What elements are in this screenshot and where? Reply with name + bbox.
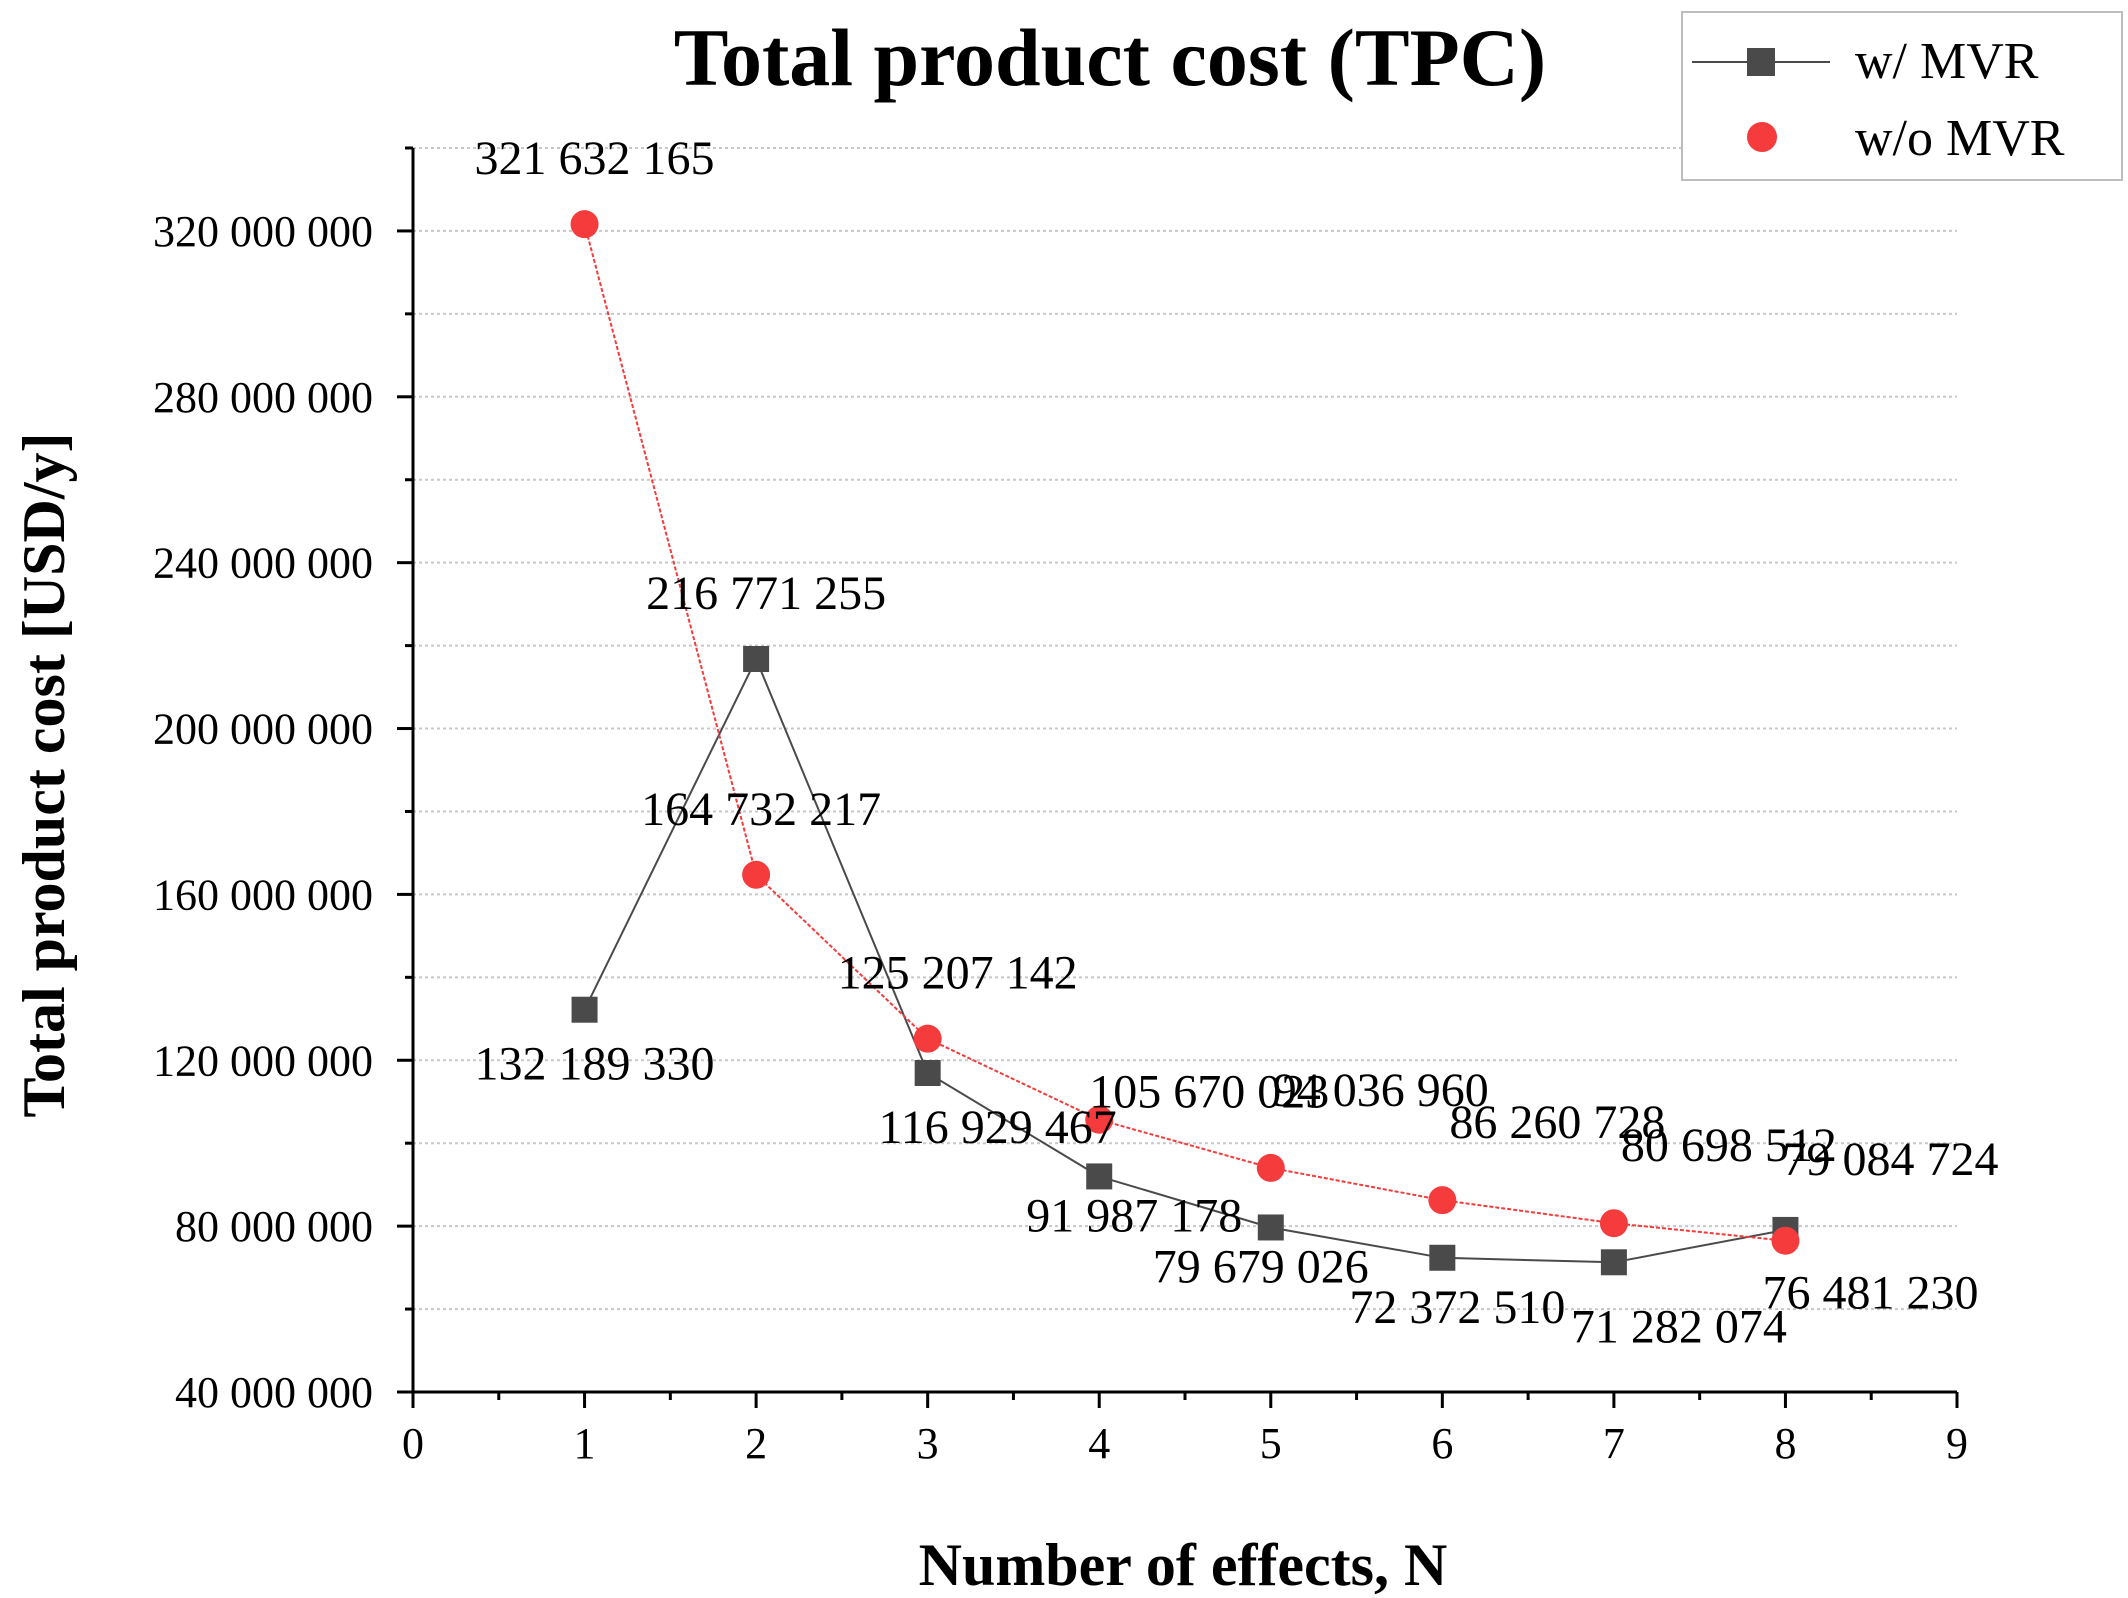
data-label: 321 632 165 <box>475 132 715 185</box>
legend-marker-circle <box>1747 122 1777 152</box>
y-tick-label: 40 000 000 <box>175 1368 373 1417</box>
data-point-circle <box>1428 1186 1457 1215</box>
data-label: 71 282 074 <box>1571 1300 1787 1353</box>
data-label: 86 260 728 <box>1449 1096 1665 1149</box>
data-labels: 132 189 330 216 771 255 116 929 467 91 987 … <box>475 132 1999 1353</box>
data-label: 80 698 512 <box>1621 1119 1837 1172</box>
legend-marker-square <box>1747 48 1775 76</box>
gridlines <box>413 147 1957 1311</box>
data-point-square <box>1257 1214 1284 1241</box>
data-label: 216 771 255 <box>646 567 886 620</box>
y-tick-label: 160 000 000 <box>153 870 373 919</box>
data-label: 116 929 467 <box>879 1101 1117 1154</box>
y-tick-label: 200 000 000 <box>153 705 373 754</box>
data-label: 132 189 330 <box>475 1038 715 1091</box>
x-tick-label: 4 <box>1088 1419 1110 1468</box>
data-point-square <box>914 1059 941 1086</box>
y-tick-label: 280 000 000 <box>153 373 373 422</box>
data-point-circle <box>570 210 599 239</box>
legend-box <box>1681 11 2123 181</box>
data-label: 79 679 026 <box>1153 1240 1369 1293</box>
data-point-circle <box>1085 1105 1114 1134</box>
legend: w/ MVR w/o MVR <box>1681 11 2123 181</box>
axes <box>397 146 1959 1408</box>
data-point-square <box>743 645 770 672</box>
data-label: 164 732 217 <box>641 783 881 836</box>
y-tick-label: 240 000 000 <box>153 539 373 588</box>
series <box>570 210 1800 1276</box>
legend-label-w-o-mvr: w/o MVR <box>1855 110 2065 167</box>
x-tick-label: 9 <box>1946 1419 1968 1468</box>
x-axis-title: Number of effects, N <box>919 1532 1448 1598</box>
data-label: 72 372 510 <box>1349 1281 1565 1334</box>
data-label: 125 207 142 <box>838 947 1078 1000</box>
data-point-square <box>571 996 598 1023</box>
data-label: 94 036 960 <box>1273 1064 1489 1117</box>
tick-labels: 40 000 000 80 000 000 120 000 000 160 000 0… <box>153 207 1968 1468</box>
data-point-square <box>1086 1163 1113 1190</box>
data-point-circle <box>1771 1226 1800 1255</box>
data-point-circle <box>742 860 771 889</box>
x-tick-label: 1 <box>574 1419 596 1468</box>
data-point-circle <box>1256 1153 1285 1182</box>
legend-label-w-mvr: w/ MVR <box>1855 33 2039 90</box>
x-tick-label: 2 <box>745 1419 767 1468</box>
data-point-circle <box>913 1024 942 1053</box>
x-tick-label: 8 <box>1774 1419 1796 1468</box>
data-point-square <box>1600 1249 1627 1276</box>
data-label: 79 084 724 <box>1782 1133 1998 1186</box>
data-point-circle <box>1599 1209 1628 1238</box>
y-tick-label: 80 000 000 <box>175 1202 373 1251</box>
x-tick-label: 0 <box>402 1419 424 1468</box>
series-line-w-mvr <box>583 656 1786 1264</box>
chart-title: Total product cost (TPC) <box>674 12 1546 103</box>
y-axis-title: Total product cost [USD/y] <box>11 432 77 1117</box>
x-tick-label: 7 <box>1603 1419 1625 1468</box>
y-tick-label: 320 000 000 <box>153 207 373 256</box>
data-label: 91 987 178 <box>1026 1189 1242 1242</box>
data-point-square <box>1429 1244 1456 1271</box>
data-label: 105 670 023 <box>1089 1066 1329 1119</box>
x-tick-label: 6 <box>1431 1419 1453 1468</box>
y-tick-label: 120 000 000 <box>153 1036 373 1085</box>
x-tick-label: 3 <box>917 1419 939 1468</box>
series-line-w-o-mvr <box>583 223 1786 1242</box>
x-tick-label: 5 <box>1260 1419 1282 1468</box>
data-label: 76 481 230 <box>1762 1267 1978 1320</box>
